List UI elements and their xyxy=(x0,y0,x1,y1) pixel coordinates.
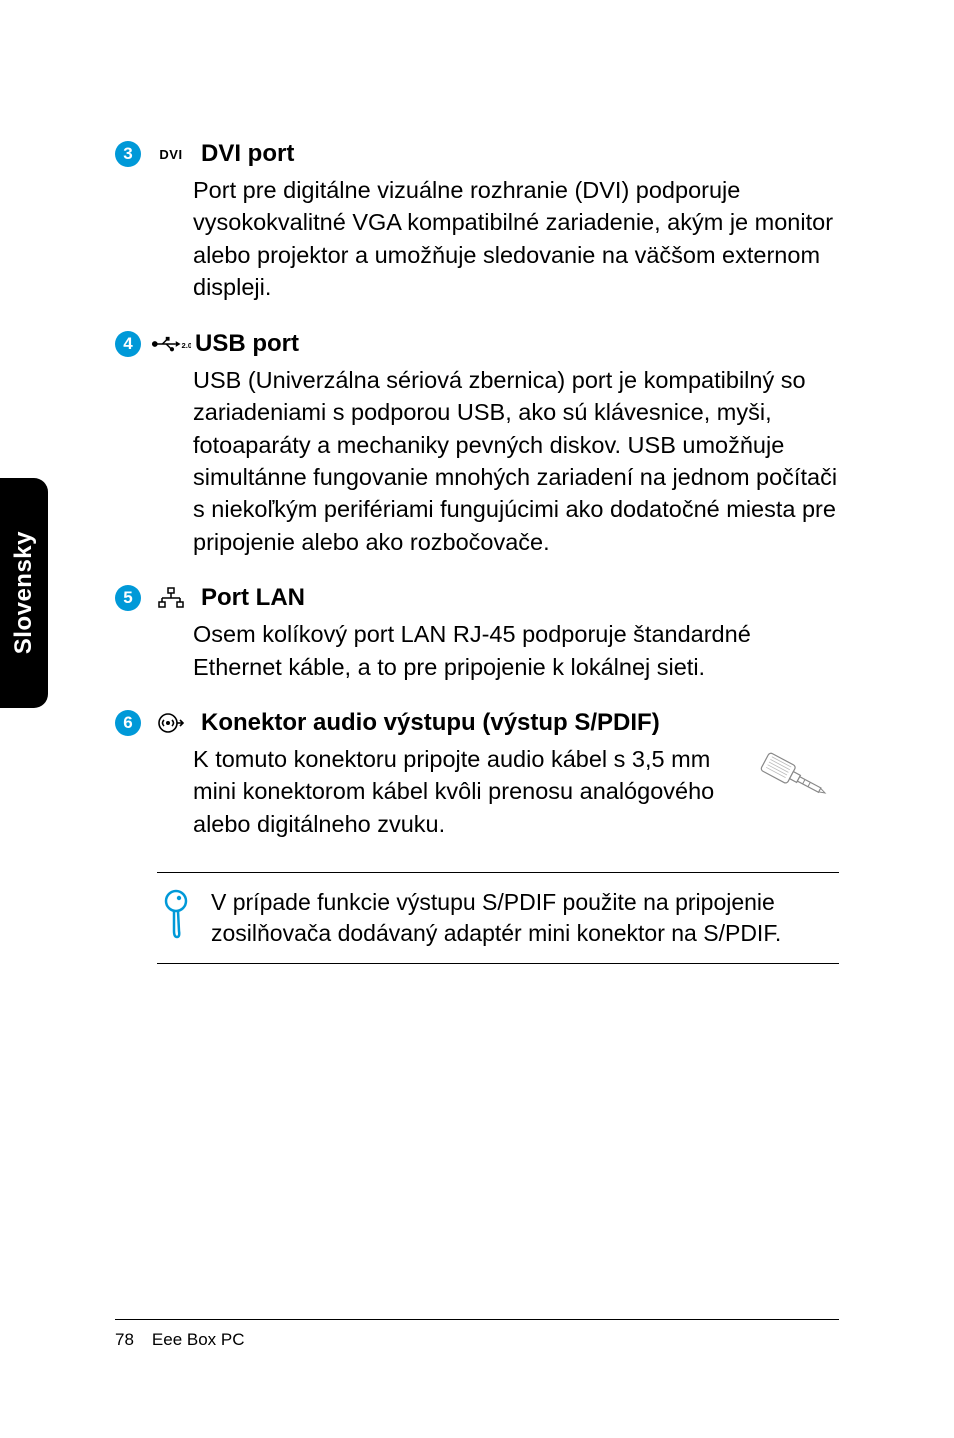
footer-title: Eee Box PC xyxy=(152,1330,245,1350)
section-header: 5 Port LAN xyxy=(115,584,839,612)
section-body: USB (Univerzálna sériová zbernica) port … xyxy=(193,364,839,559)
section-audio: 6 Konektor audio výstupu (výstup S/PDIF)… xyxy=(115,709,839,840)
badge-4: 4 xyxy=(115,331,141,357)
lan-icon xyxy=(151,587,191,609)
section-body-text: K tomuto konektoru pripojte audio kábel … xyxy=(193,743,735,840)
audio-jack-illustration xyxy=(751,747,839,815)
language-side-tab-text: Slovensky xyxy=(10,531,38,654)
badge-5-num: 5 xyxy=(123,588,132,608)
section-usb: 4 2.0 USB port USB (Univerzálna sériová … xyxy=(115,330,839,559)
language-side-tab: Slovensky xyxy=(0,478,48,708)
section-title: DVI port xyxy=(201,140,294,168)
section-dvi: 3 DVI DVI port Port pre digitálne vizuál… xyxy=(115,140,839,304)
section-body: Port pre digitálne vizuálne rozhranie (D… xyxy=(193,174,839,304)
badge-3-num: 3 xyxy=(123,144,132,164)
section-title: USB port xyxy=(195,330,299,358)
badge-6-num: 6 xyxy=(123,713,132,733)
section-body: Osem kolíkový port LAN RJ-45 podporuje š… xyxy=(193,618,839,683)
page-number: 78 xyxy=(115,1330,134,1350)
badge-6: 6 xyxy=(115,710,141,736)
note-text: V prípade funkcie výstupu S/PDIF použite… xyxy=(211,887,839,949)
page: Slovensky 3 DVI DVI port Port pre digitá… xyxy=(0,0,954,1438)
section-header: 3 DVI DVI port xyxy=(115,140,839,168)
page-footer: 78 Eee Box PC xyxy=(115,1319,839,1350)
audio-out-icon xyxy=(151,712,191,734)
tip-icon xyxy=(161,889,191,946)
section-title: Port LAN xyxy=(201,584,305,612)
svg-text:2.0: 2.0 xyxy=(181,340,191,349)
badge-3: 3 xyxy=(115,141,141,167)
section-lan: 5 Port LAN Osem kolíkový port LAN RJ-45 … xyxy=(115,584,839,683)
note-box: V prípade funkcie výstupu S/PDIF použite… xyxy=(157,872,839,964)
usb-icon: 2.0 xyxy=(151,336,191,352)
section-header: 6 Konektor audio výstupu (výstup S/PDIF) xyxy=(115,709,839,737)
section-body: K tomuto konektoru pripojte audio kábel … xyxy=(193,743,839,840)
dvi-icon: DVI xyxy=(151,147,191,162)
section-title: Konektor audio výstupu (výstup S/PDIF) xyxy=(201,709,660,737)
badge-4-num: 4 xyxy=(123,334,132,354)
section-header: 4 2.0 USB port xyxy=(115,330,839,358)
badge-5: 5 xyxy=(115,585,141,611)
dvi-icon-label: DVI xyxy=(159,147,182,162)
